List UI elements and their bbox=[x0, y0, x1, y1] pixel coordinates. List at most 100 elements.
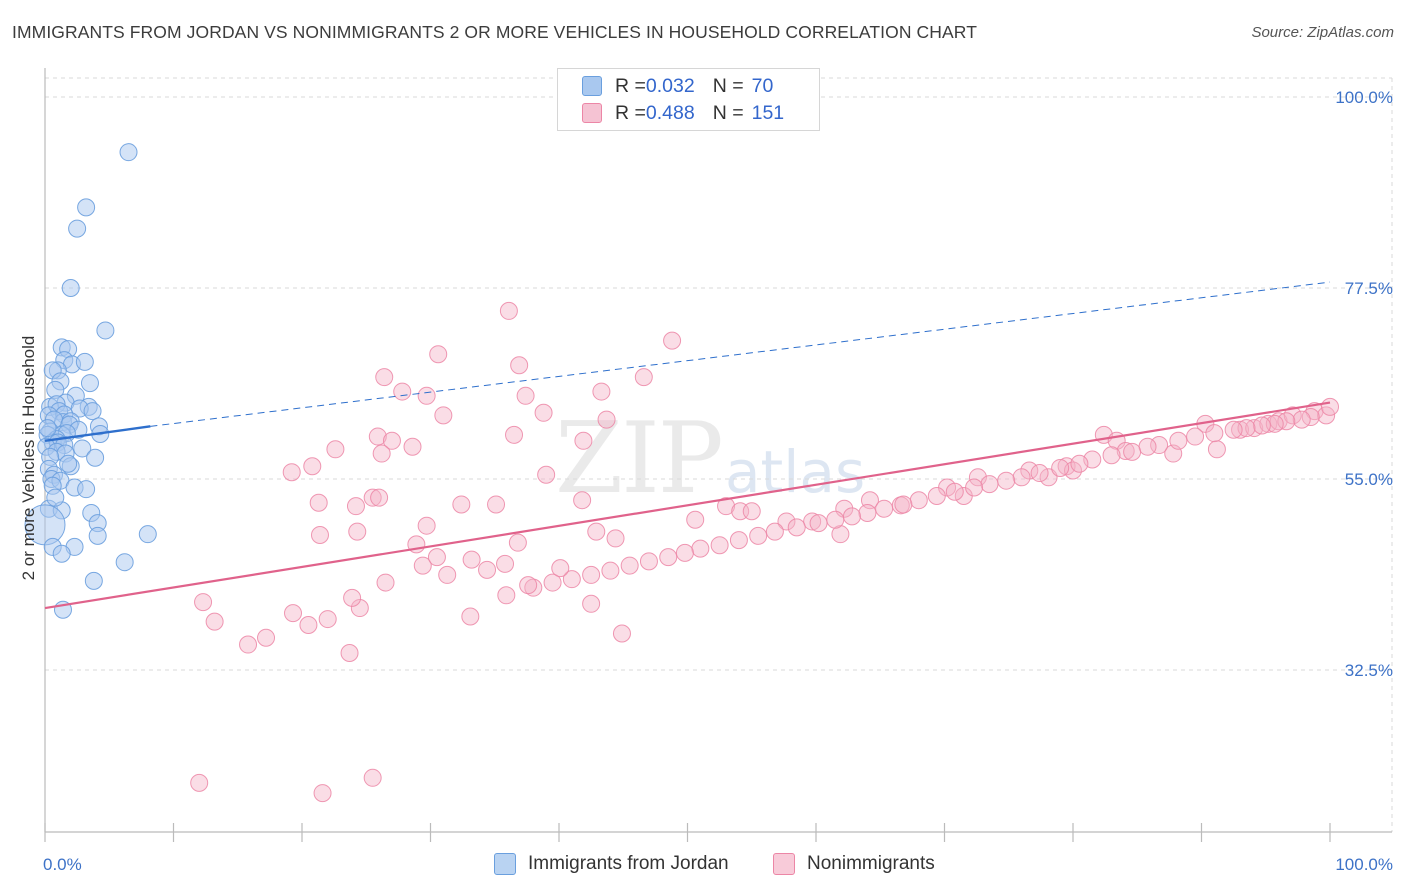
jordan-trend-line bbox=[44, 425, 151, 442]
nonimmigrants-point bbox=[499, 301, 518, 320]
jordan-point bbox=[46, 488, 65, 507]
nonimmigrants-point bbox=[742, 502, 761, 521]
y-tick-label: 55.0% bbox=[1345, 470, 1393, 489]
y-tick-label: 77.5% bbox=[1345, 279, 1393, 298]
jordan-legend-label: Immigrants from Jordan bbox=[528, 853, 729, 874]
jordan-point bbox=[88, 526, 107, 545]
r-value-jordan: 0.032 bbox=[645, 74, 695, 97]
x-tick-label-min: 0.0% bbox=[43, 855, 82, 874]
jordan-point bbox=[115, 553, 134, 572]
jordan-point bbox=[77, 198, 96, 217]
n-label: N = bbox=[712, 74, 744, 97]
nonimmigrants-point bbox=[675, 543, 694, 562]
nonimmigrants-point bbox=[310, 526, 329, 545]
y-tick-label: 32.5% bbox=[1345, 661, 1393, 680]
nonimmigrants-point bbox=[393, 382, 412, 401]
nonimmigrants-point bbox=[417, 386, 436, 405]
nonimmigrants-point bbox=[1123, 442, 1142, 461]
jordan-point bbox=[61, 279, 80, 297]
nonimmigrants-point bbox=[194, 593, 213, 612]
nonimmigrants-point bbox=[1102, 446, 1121, 465]
nonimmigrants-point bbox=[429, 345, 448, 364]
nonimmigrants-point bbox=[417, 516, 436, 535]
nonimmigrants-point bbox=[478, 560, 497, 579]
r-label: R = bbox=[615, 101, 646, 124]
chart-title: IMMIGRANTS FROM JORDAN VS NONIMMIGRANTS … bbox=[12, 22, 978, 42]
nonimmigrants-point bbox=[413, 556, 432, 575]
nonimmigrants-point bbox=[1292, 410, 1311, 429]
nonimmigrants-point bbox=[1169, 431, 1188, 450]
nonimmigrants-point bbox=[965, 478, 984, 497]
nonimmigrants-point bbox=[537, 465, 556, 484]
nonimmigrants-point bbox=[875, 499, 894, 518]
nonimmigrants-point bbox=[1020, 461, 1039, 480]
nonimmigrants-point bbox=[717, 497, 736, 516]
nonimmigrants-point bbox=[205, 612, 224, 631]
jordan-points bbox=[24, 143, 157, 619]
nonimmigrants-point bbox=[634, 368, 653, 387]
nonimmigrants-point bbox=[382, 431, 401, 450]
nonimmigrants-point bbox=[1116, 441, 1135, 460]
nonimmigrants-points bbox=[190, 301, 1339, 803]
nonimmigrants-point bbox=[348, 522, 367, 541]
nonimmigrants-point bbox=[945, 482, 964, 501]
nonimmigrants-point bbox=[1317, 406, 1336, 425]
nonimmigrants-point bbox=[691, 539, 710, 558]
nonimmigrants-point bbox=[496, 554, 515, 573]
n-value-jordan: 70 bbox=[751, 74, 774, 97]
legend-item-nonimmigrants: Nonimmigrants bbox=[773, 851, 935, 877]
nonimmigrants-point bbox=[505, 425, 524, 444]
nonimmigrants-point bbox=[1207, 440, 1226, 459]
nonimmigrants-point bbox=[340, 644, 359, 663]
nonimmigrants-point bbox=[438, 565, 457, 584]
nonimmigrants-point bbox=[582, 594, 601, 613]
x-tick-label-max: 100.0% bbox=[1335, 855, 1393, 874]
nonimmigrants-point bbox=[1070, 454, 1089, 473]
jordan-point bbox=[138, 525, 157, 544]
nonimmigrants-point bbox=[980, 475, 999, 494]
nonimmigrants-point bbox=[363, 768, 382, 787]
legend-row-nonimmigrants: R = 0.488 N = 151 bbox=[582, 101, 784, 125]
nonimmigrants-point bbox=[375, 368, 394, 387]
nonimmigrants-point bbox=[927, 486, 946, 505]
nonimmigrants-point bbox=[1259, 414, 1278, 433]
legend-row-jordan: R = 0.032 N = 70 bbox=[582, 74, 773, 98]
x-tick-labels: 0.0% 100.0% bbox=[43, 855, 1393, 874]
nonimmigrants-point bbox=[582, 565, 601, 584]
nonimmigrants-point bbox=[510, 356, 529, 375]
nonimmigrants-point bbox=[592, 382, 611, 401]
legend-item-jordan: Immigrants from Jordan bbox=[494, 851, 729, 877]
nonimmigrants-point bbox=[612, 624, 631, 643]
nonimmigrants-point bbox=[573, 491, 592, 510]
nonimmigrants-point bbox=[1231, 420, 1250, 439]
nonimmigrants-point bbox=[376, 573, 395, 592]
jordan-legend-swatch bbox=[494, 853, 516, 875]
nonimmigrants-point bbox=[601, 561, 620, 580]
nonimmigrants-point bbox=[831, 525, 850, 544]
nonimmigrants-point bbox=[1205, 424, 1224, 443]
nonimmigrants-point bbox=[427, 548, 446, 567]
nonimmigrants-point bbox=[659, 548, 678, 567]
jordan-point bbox=[73, 439, 92, 458]
jordan-point bbox=[68, 219, 87, 238]
nonimmigrants-point bbox=[403, 437, 422, 456]
jordan-point bbox=[83, 402, 102, 421]
jordan-point bbox=[75, 352, 94, 371]
nonimmigrants-point bbox=[663, 331, 682, 350]
nonimmigrants-point bbox=[346, 497, 365, 516]
n-value-nonimmigrants: 151 bbox=[751, 101, 785, 124]
nonimmigrants-point bbox=[574, 431, 593, 450]
nonimmigrants-point bbox=[765, 522, 784, 541]
watermark: ZIP atlas bbox=[555, 402, 865, 516]
jordan-point bbox=[38, 419, 57, 438]
nonimmigrants-point bbox=[452, 495, 471, 514]
nonimmigrants-point bbox=[363, 488, 382, 507]
r-label: R = bbox=[615, 74, 646, 97]
nonimmigrants-point bbox=[858, 503, 877, 522]
nonimmigrants-point bbox=[497, 586, 516, 605]
r-value-nonimmigrants: 0.488 bbox=[645, 101, 695, 124]
nonimmigrants-point bbox=[284, 604, 303, 623]
nonimmigrants-point bbox=[462, 550, 481, 569]
nonimmigrants-point bbox=[729, 531, 748, 550]
